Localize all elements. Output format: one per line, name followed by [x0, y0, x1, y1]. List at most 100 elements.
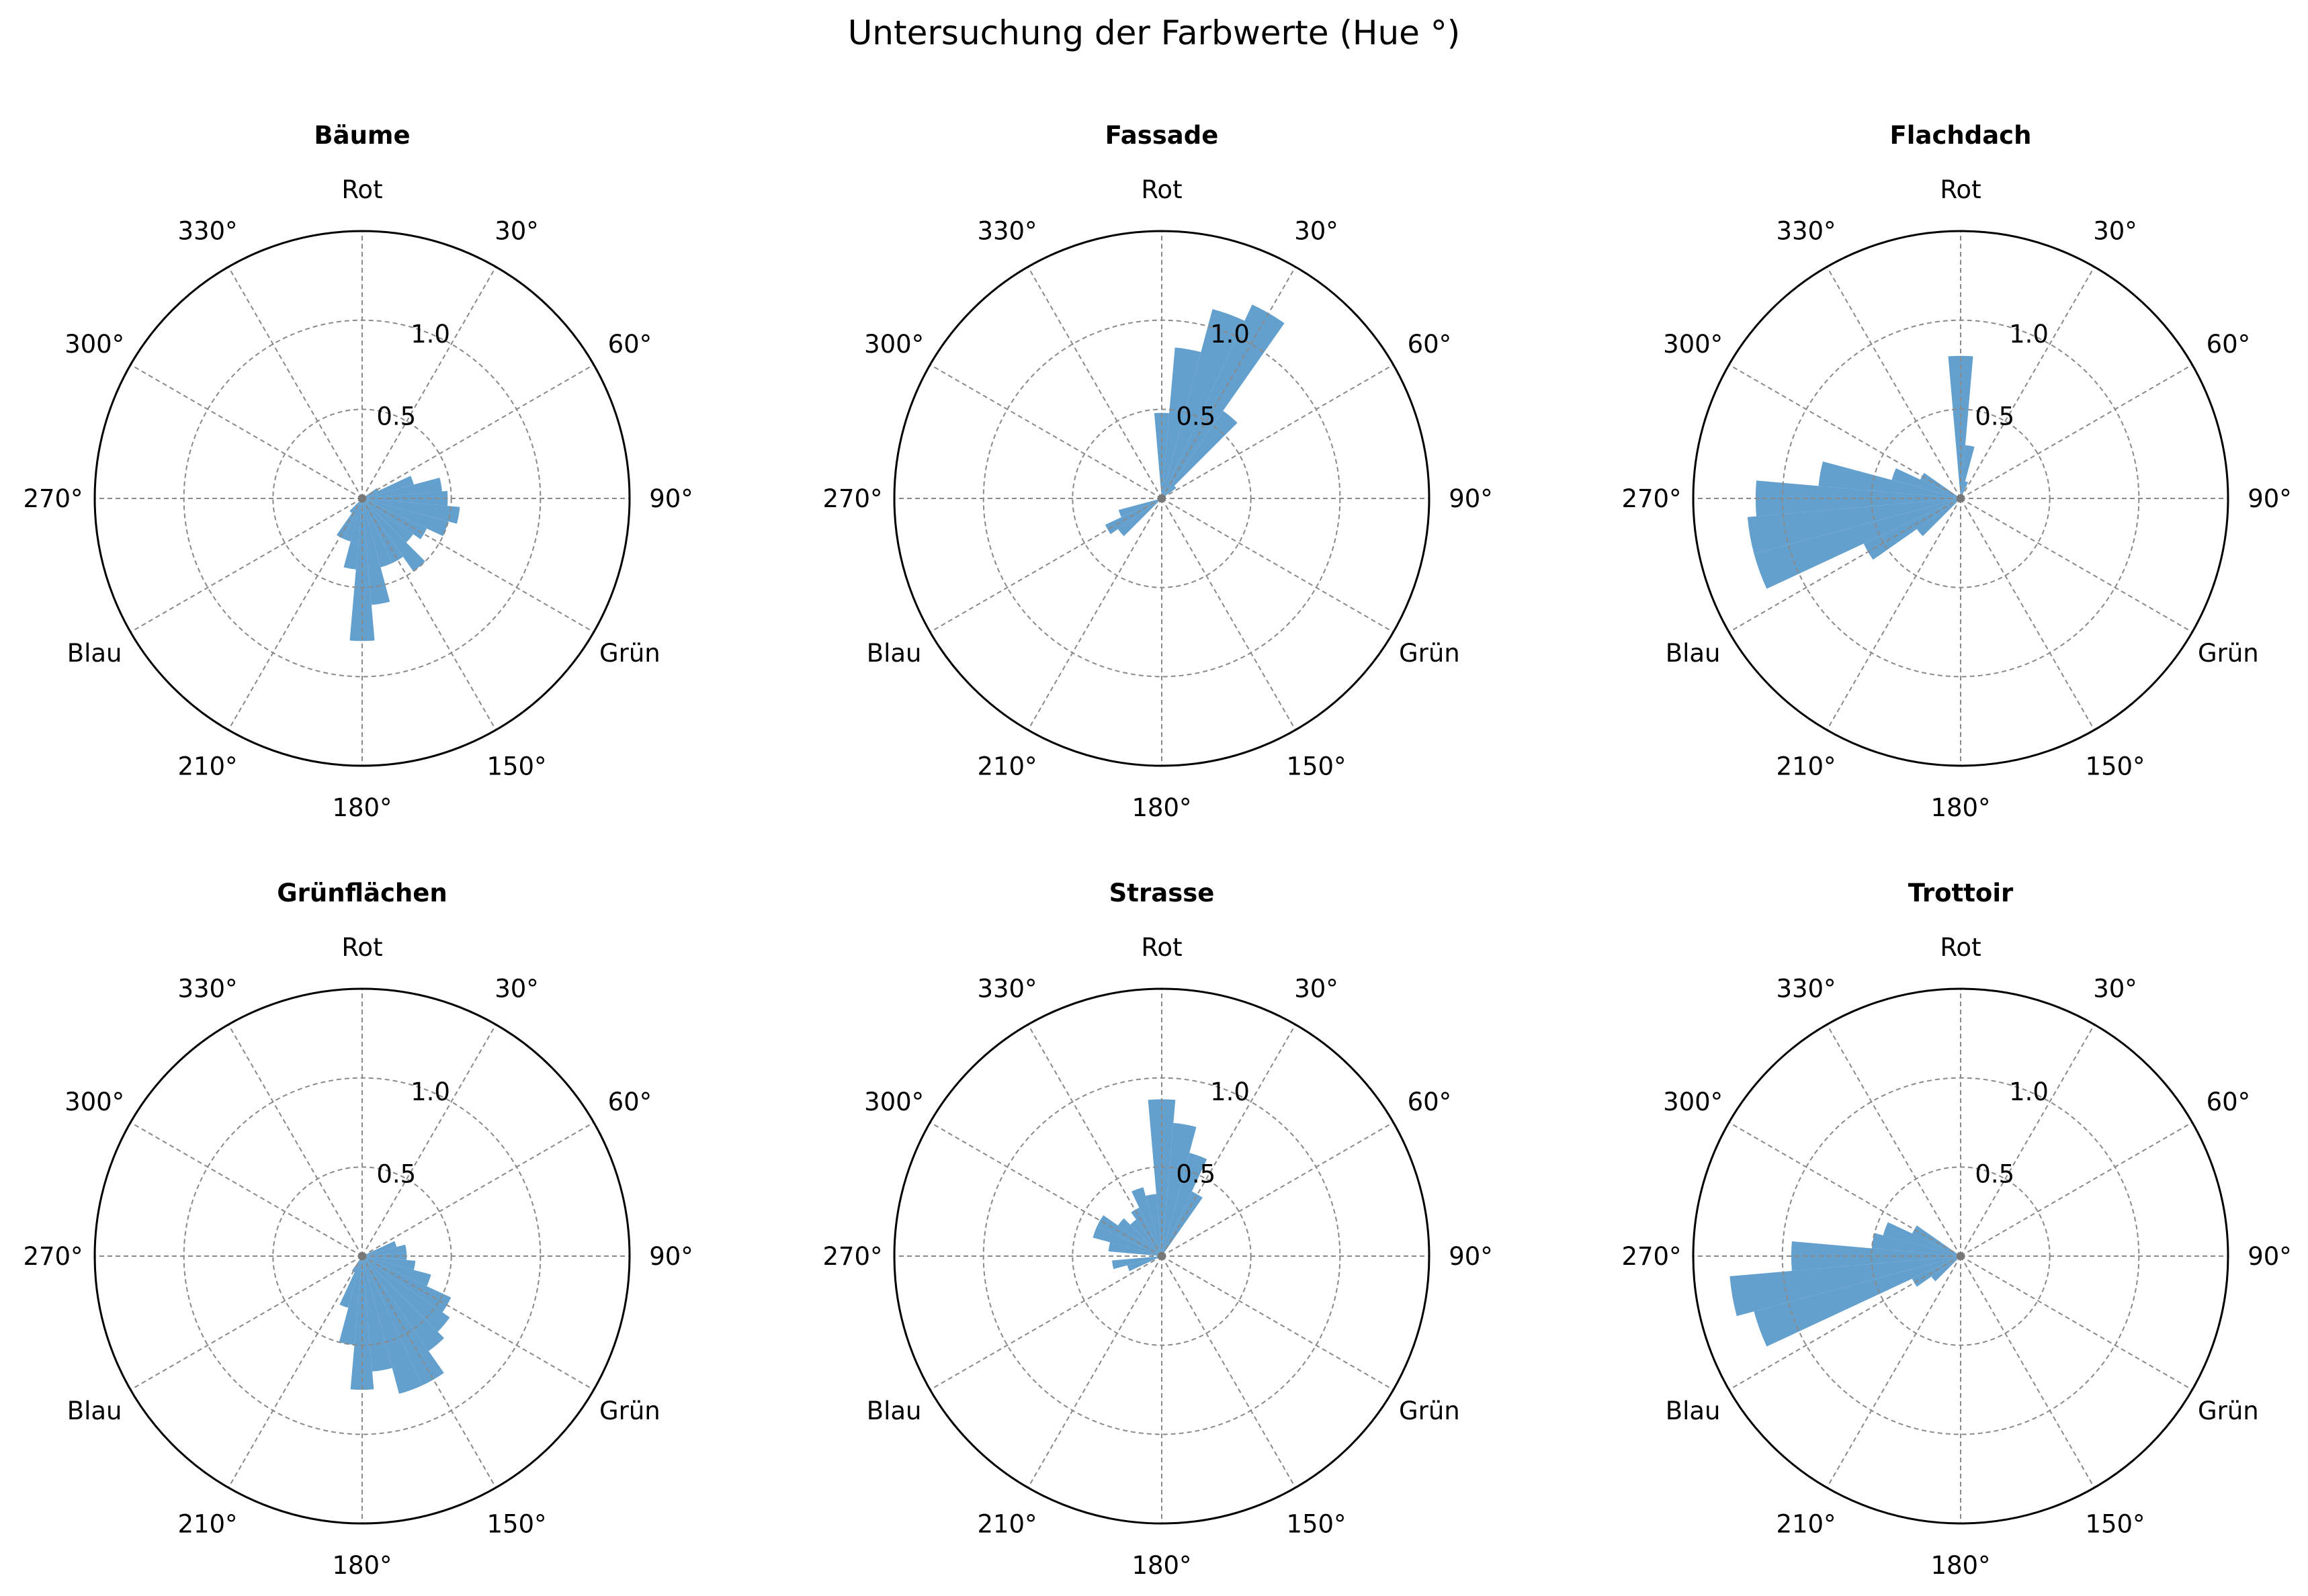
hue-bar: [362, 1256, 452, 1313]
angle-tick-label: 150°: [2085, 752, 2145, 781]
angle-tick-label: Blau: [1666, 1396, 1721, 1425]
subplot-title: Grünflächen: [277, 879, 447, 907]
angle-tick-label: 180°: [332, 793, 392, 822]
radial-tick-label: 1.0: [411, 1077, 450, 1106]
angle-tick-label: 300°: [864, 330, 924, 359]
hue-bar: [362, 1244, 407, 1256]
angular-gridline: [1728, 1255, 1961, 1390]
polar-subplot: 0.5 1.0 Rot 30° 60° 90° Grün 150° 180° 210° Blau 27…: [822, 121, 1492, 822]
radial-tick-label: 0.5: [376, 402, 416, 431]
angle-tick-label: 90°: [2248, 1242, 2292, 1271]
radial-tick-label: 1.0: [1210, 320, 1250, 349]
subplot-title: Fassade: [1105, 121, 1219, 150]
angle-tick-label: 300°: [65, 330, 124, 359]
angle-tick-label: 90°: [1449, 484, 1493, 513]
radial-gridline: [1781, 319, 2140, 678]
angular-gridline: [1826, 1024, 1961, 1257]
hue-bar: [1162, 410, 1238, 498]
hue-bar: [1105, 498, 1162, 535]
radial-tick-label: 1.0: [2009, 320, 2049, 349]
angle-tick-label: 30°: [1294, 975, 1338, 1004]
hue-bar: [1117, 498, 1162, 537]
hue-bar: [1863, 498, 1961, 560]
hue-bar: [1162, 486, 1177, 498]
angular-gridline: [1161, 364, 1394, 499]
hue-bar: [1093, 1226, 1162, 1256]
radial-gridline: [1871, 1166, 2051, 1346]
angle-tick-label: 210°: [177, 752, 237, 781]
angle-tick-label: Blau: [867, 639, 922, 668]
angular-gridline: [361, 498, 497, 731]
radial-tick-label: 1.0: [411, 320, 450, 349]
radial-tick-label: 1.0: [2009, 1077, 2049, 1106]
hue-bar: [1912, 1225, 1961, 1256]
polar-frame: [1692, 230, 2229, 767]
angle-tick-label: 270°: [23, 484, 83, 513]
angle-tick-label: 270°: [822, 484, 882, 513]
angular-gridline: [1161, 1024, 1296, 1257]
hue-bar: [1754, 498, 1961, 589]
angular-gridline: [1728, 364, 1961, 499]
subplot-title: Bäume: [314, 121, 410, 150]
angular-gridline: [1960, 364, 2193, 499]
angle-tick-label: Blau: [67, 639, 122, 668]
hue-bar: [362, 476, 414, 498]
angular-gridline: [228, 1024, 363, 1257]
angular-gridline: [361, 364, 595, 499]
polar-frame: [893, 987, 1430, 1525]
angle-tick-label: 180°: [332, 1551, 392, 1580]
polar-frame: [1692, 987, 2229, 1525]
angle-tick-label: 150°: [1286, 1509, 1346, 1538]
angle-tick-label: 270°: [1621, 1242, 1681, 1271]
angular-gridline: [361, 1024, 497, 1257]
hue-bar: [362, 498, 427, 539]
hue-bar: [1755, 480, 1961, 517]
hue-bar: [1130, 1219, 1162, 1256]
angle-tick-label: 210°: [1776, 1509, 1836, 1538]
radial-gridline: [183, 319, 542, 678]
angular-gridline: [361, 1122, 595, 1257]
hue-bar: [1111, 1256, 1162, 1270]
hue-bar: [362, 1256, 444, 1351]
hue-bar: [339, 1256, 362, 1308]
angle-tick-label: 210°: [177, 1509, 237, 1538]
radial-gridline: [1871, 408, 2051, 588]
angle-tick-label: 180°: [1131, 1551, 1191, 1580]
angle-tick-label: 30°: [495, 975, 539, 1004]
angle-tick-label: Rot: [1940, 175, 1981, 204]
hue-bar: [349, 498, 375, 641]
angular-gridline: [361, 1255, 497, 1489]
radial-tick-label: 0.5: [376, 1159, 416, 1188]
angle-tick-label: 210°: [977, 1509, 1037, 1538]
angle-tick-label: 180°: [1131, 793, 1191, 822]
hue-bar: [343, 498, 362, 570]
angle-tick-label: 150°: [486, 752, 546, 781]
angle-tick-label: 180°: [1930, 793, 1990, 822]
angle-tick-label: Grün: [1399, 639, 1460, 668]
hue-bar: [1931, 1256, 1961, 1282]
angular-gridline: [1027, 1255, 1162, 1489]
hue-bar: [1747, 498, 1961, 554]
angular-gridline: [929, 364, 1162, 499]
angular-gridline: [228, 1255, 363, 1489]
hue-bar: [1818, 461, 1961, 498]
angular-gridline: [228, 498, 363, 731]
origin-dot: [1957, 1252, 1965, 1260]
angular-gridline: [130, 1122, 363, 1257]
hue-bar: [362, 1256, 444, 1386]
angular-gridline: [1161, 266, 1296, 499]
angle-tick-label: 90°: [649, 1242, 693, 1271]
angular-gridline: [929, 1255, 1162, 1390]
radial-tick-label: 0.5: [1975, 1159, 2014, 1188]
subplot-title: Strasse: [1109, 879, 1215, 907]
angle-tick-label: 330°: [977, 975, 1037, 1004]
angular-gridline: [130, 364, 363, 499]
hue-bar: [362, 498, 425, 572]
hue-bar: [1097, 1215, 1162, 1256]
origin-dot: [1158, 494, 1166, 502]
hue-bar: [1148, 1099, 1176, 1256]
hue-bar: [1916, 498, 1961, 537]
radial-gridline: [982, 319, 1341, 678]
